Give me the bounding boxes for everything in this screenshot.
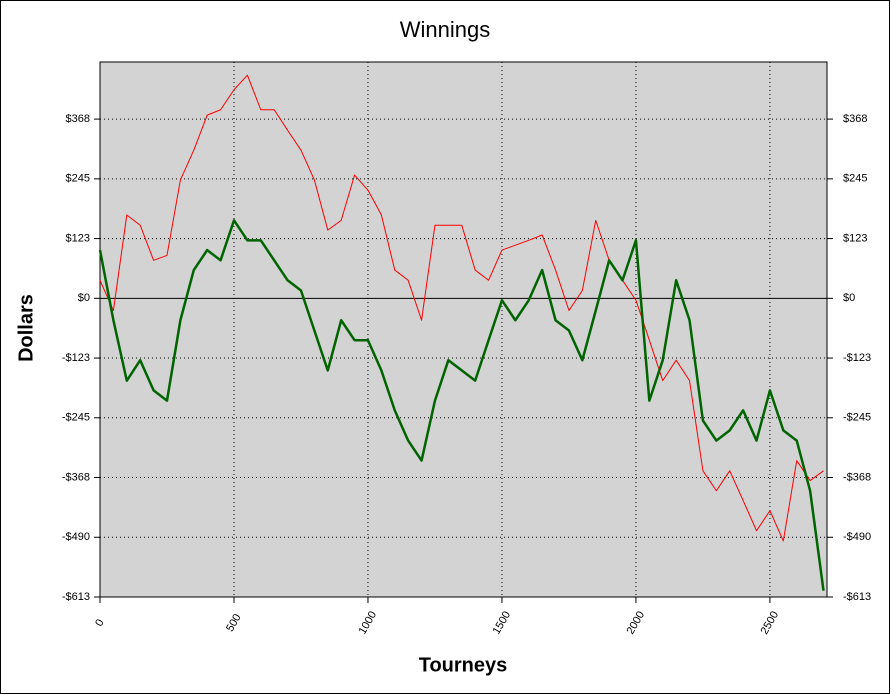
y-tick-label: $0 [78,292,90,304]
y-tick-label-right: $368 [843,113,867,125]
y-tick-label-right: -$123 [843,352,871,364]
y-tick-label: $368 [66,113,90,125]
y-axis-label: Dollars [15,294,37,362]
series-line [98,219,825,591]
y-tick-label-right: $123 [843,232,867,244]
x-axis-label: Tourneys [419,654,508,676]
y-tick-label-right: -$368 [843,471,871,483]
y-tick-label: -$368 [62,471,90,483]
chart-title: Winnings [400,17,490,42]
y-tick-label: -$613 [62,591,90,603]
x-tick-label: 0 [93,617,106,628]
y-tick-label-right: -$245 [843,412,871,424]
series-line [99,74,824,542]
y-tick-label: -$490 [62,531,90,543]
y-tick-label: $245 [66,173,90,185]
y-tick-label: $123 [66,232,90,244]
y-tick-label: -$123 [62,352,90,364]
y-tick-label-right: $245 [843,173,867,185]
plot-area [99,61,828,598]
y-tick-label: -$245 [62,412,90,424]
y-tick-label-right: -$490 [843,531,871,543]
y-tick-label-right: $0 [843,292,855,304]
y-tick-label-right: -$613 [843,591,871,603]
